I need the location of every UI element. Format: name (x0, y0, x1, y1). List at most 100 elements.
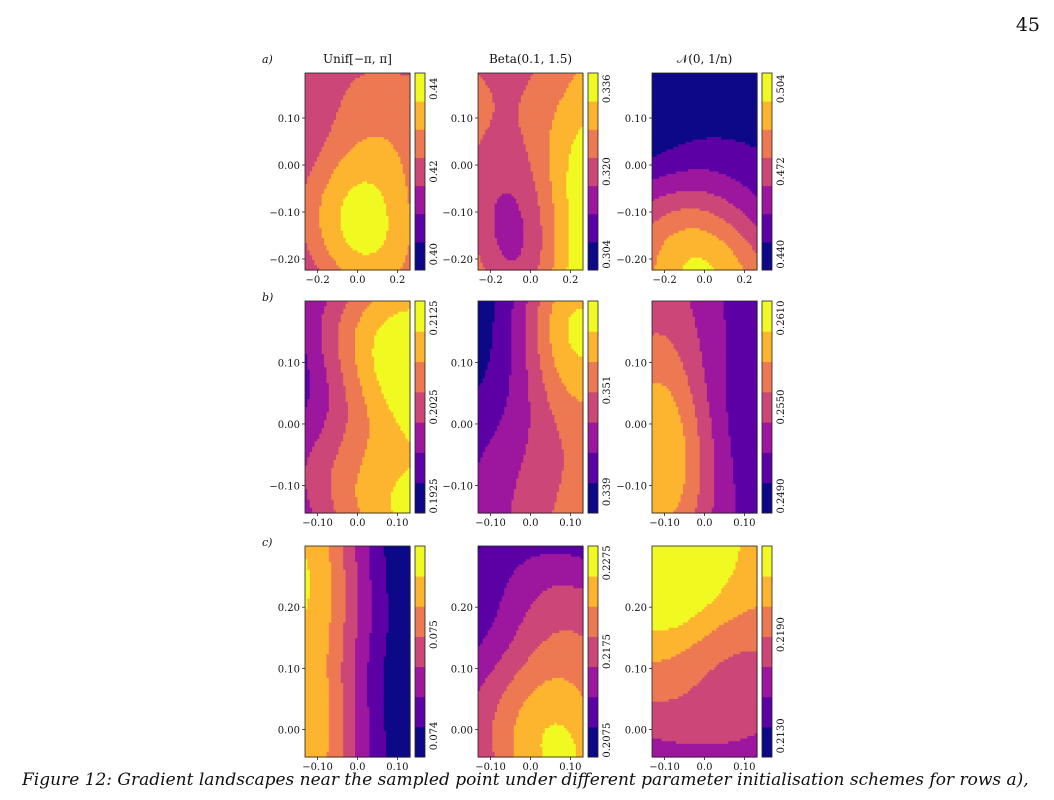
contour-cell (347, 176, 351, 180)
contour-cell (352, 149, 356, 153)
contour-cell (357, 252, 361, 256)
contour-cell (305, 107, 308, 111)
contour-cell (345, 144, 349, 148)
contour-cell (355, 230, 359, 234)
contour-cell (350, 171, 354, 175)
contour-cell (321, 267, 325, 271)
contour-cell (343, 230, 347, 234)
contour-cell (314, 198, 318, 202)
contour-cell (350, 218, 354, 222)
contour-cell (355, 169, 359, 173)
contour-cell (357, 97, 361, 101)
contour-cell (336, 255, 340, 259)
contour-cell (316, 250, 320, 254)
contour-cell (314, 223, 318, 227)
contour-cell (307, 90, 311, 94)
contour-cell (321, 139, 325, 143)
contour-cell (362, 201, 366, 205)
contour-cell (326, 124, 330, 128)
contour-cell (336, 122, 340, 126)
contour-cell (362, 144, 366, 148)
contour-cell (333, 265, 337, 269)
page-number: 45 (1016, 14, 1040, 36)
contour-cell (355, 218, 359, 222)
contour-cell (319, 137, 323, 141)
contour-cell (357, 198, 361, 202)
contour-cell (345, 156, 349, 160)
contour-cell (309, 75, 313, 79)
contour-cell (316, 90, 320, 94)
contour-cell (347, 252, 351, 256)
contour-cell (312, 139, 316, 143)
contour-cell (333, 119, 337, 123)
contour-cell (321, 82, 325, 86)
contour-cell (338, 173, 342, 178)
contour-cell (314, 262, 318, 266)
contour-cell (359, 141, 363, 146)
contour-cell (357, 173, 361, 178)
contour-cell (328, 92, 332, 96)
contour-cell (331, 265, 335, 269)
contour-cell (309, 159, 313, 163)
contour-cell (331, 82, 335, 86)
contour-cell (355, 97, 359, 101)
contour-cell (328, 95, 332, 99)
contour-cell (316, 105, 320, 109)
contour-cell (331, 129, 335, 133)
contour-cell (321, 201, 325, 205)
contour-cell (364, 129, 368, 133)
contour-cell (307, 102, 311, 106)
contour-cell (309, 218, 313, 222)
contour-cell (340, 235, 344, 239)
contour-cell (328, 109, 332, 113)
contour-cell (350, 181, 354, 185)
contour-cell (309, 198, 313, 202)
contour-cell (328, 75, 332, 79)
contour-cell (321, 223, 325, 227)
contour-cell (326, 203, 330, 207)
contour-cell (364, 132, 368, 136)
contour-cell (340, 181, 344, 185)
contour-cell (347, 119, 351, 123)
contour-cell (319, 242, 323, 246)
contour-cell (362, 105, 366, 109)
contour-cell (321, 240, 325, 244)
contour-cell (321, 205, 325, 210)
contour-cell (309, 161, 313, 165)
contour-cell (338, 183, 342, 187)
contour-cell (343, 77, 347, 81)
contour-cell (307, 105, 311, 109)
contour-cell (359, 164, 363, 168)
contour-cell (352, 220, 356, 224)
contour-cell (321, 129, 325, 133)
contour-cell (362, 220, 366, 224)
contour-cell (340, 154, 344, 158)
contour-cell (338, 112, 342, 116)
contour-cell (321, 260, 325, 264)
contour-cell (343, 109, 347, 113)
contour-cell (343, 223, 347, 227)
contour-cell (314, 201, 318, 205)
contour-cell (340, 188, 344, 192)
contour-cell (350, 164, 354, 168)
contour-cell (316, 235, 320, 239)
contour-cell (350, 107, 354, 111)
contour-cell (355, 77, 359, 81)
contour-cell (307, 141, 311, 146)
contour-cell (357, 183, 361, 187)
contour-cell (319, 122, 323, 126)
contour-cell (331, 267, 335, 271)
contour-cell (328, 161, 332, 165)
contour-cell (336, 260, 340, 264)
contour-cell (350, 176, 354, 180)
contour-cell (352, 203, 356, 207)
contour-cell (307, 77, 311, 81)
contour-cell (355, 213, 359, 217)
contour-cell (359, 73, 363, 77)
contour-cell (307, 139, 311, 143)
contour-cell (331, 166, 335, 170)
contour-cell (355, 181, 359, 185)
contour-cell (326, 247, 330, 251)
contour-cell (359, 267, 363, 271)
contour-cell (355, 191, 359, 195)
